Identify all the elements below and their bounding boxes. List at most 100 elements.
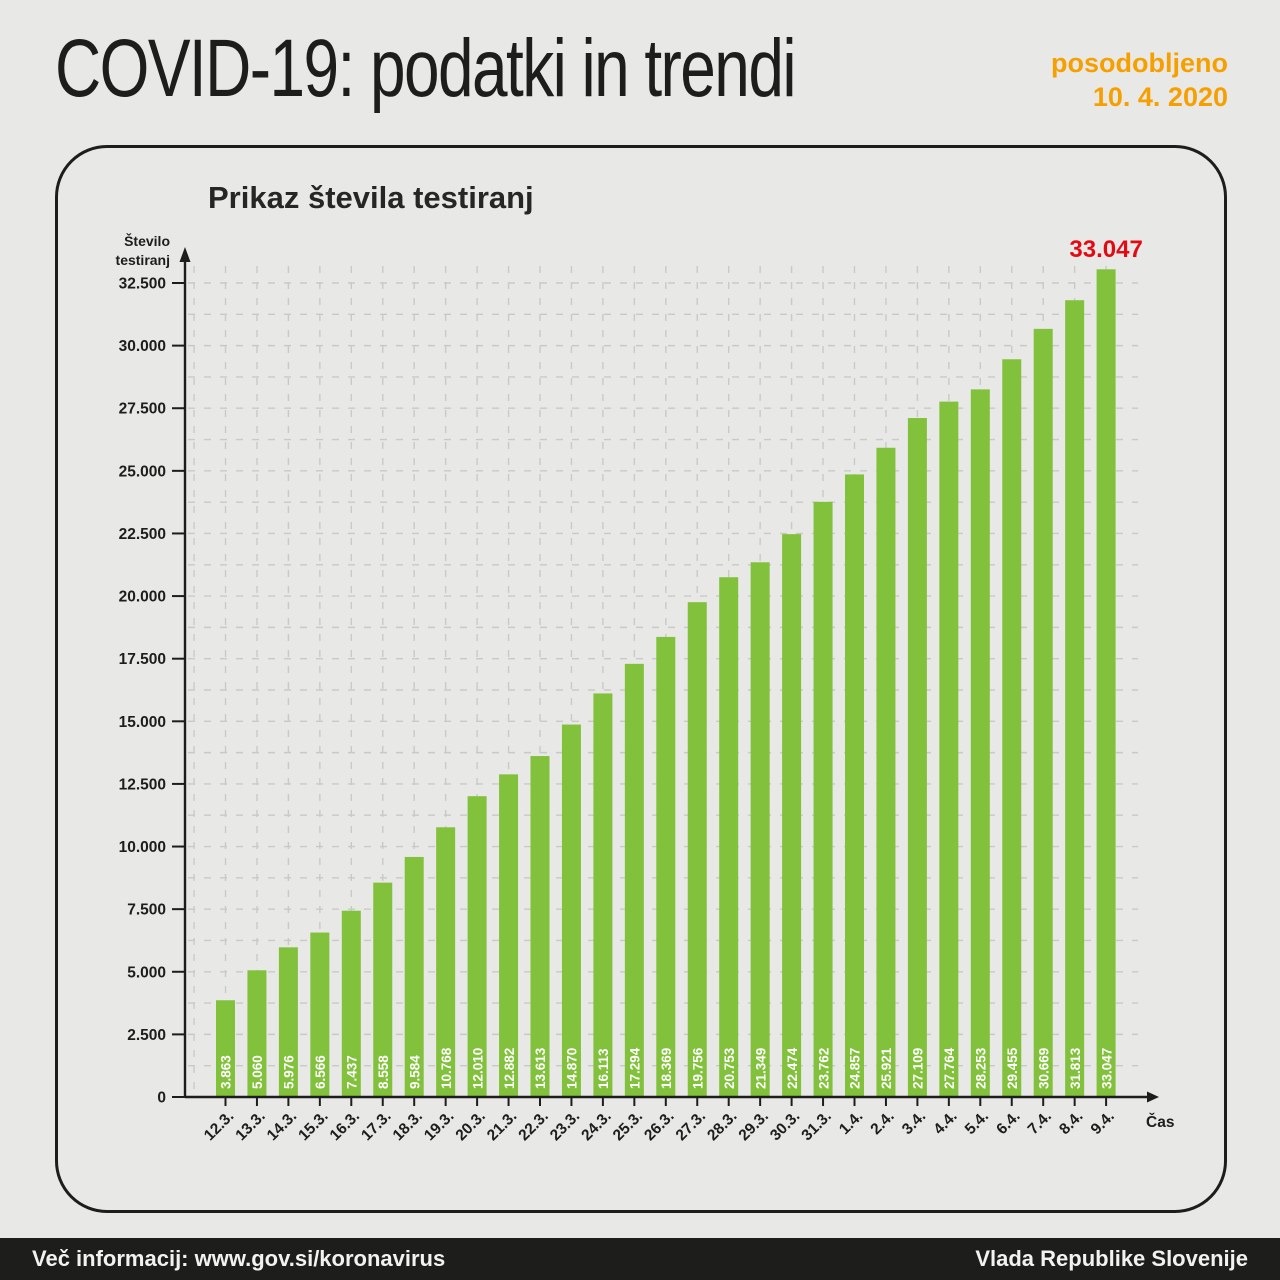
bar-value-label: 3.863 (219, 1055, 234, 1089)
x-tick-label: 12.3. (201, 1108, 237, 1144)
bar-value-label: 10.768 (439, 1047, 454, 1089)
chart-card (55, 145, 1227, 1213)
x-tick-label: 17.3. (358, 1108, 394, 1144)
y-axis-label: testiranj (116, 252, 170, 268)
bar-value-label: 17.294 (628, 1047, 643, 1089)
bar (687, 602, 707, 1097)
bar (1065, 300, 1085, 1098)
x-tick-label: 1.4. (836, 1108, 866, 1138)
x-tick-label: 7.4. (1025, 1108, 1055, 1138)
final-value-label: 33.047 (1069, 236, 1142, 263)
bar (719, 577, 739, 1097)
bar (1002, 359, 1022, 1098)
x-tick-label: 5.4. (962, 1108, 992, 1138)
y-tick-label: 12.500 (119, 776, 166, 793)
bar-value-label: 9.584 (407, 1055, 422, 1089)
x-tick-label: 6.4. (993, 1108, 1023, 1138)
updated-date: 10. 4. 2020 (1092, 82, 1228, 112)
bar (341, 910, 361, 1097)
bar (624, 663, 644, 1097)
x-tick-label: 30.3. (767, 1108, 803, 1144)
bar-value-label: 31.813 (1068, 1047, 1083, 1089)
bar (876, 447, 896, 1097)
x-tick-label: 19.3. (421, 1108, 457, 1144)
chart-title: Prikaz števila testiranj (208, 180, 534, 215)
y-tick-label: 15.000 (119, 714, 166, 731)
y-tick-label: 17.500 (119, 651, 166, 668)
y-axis-arrow (179, 247, 191, 262)
bar-value-label: 23.762 (816, 1048, 831, 1089)
y-tick-label: 5.000 (127, 964, 166, 981)
bar (1096, 269, 1116, 1097)
bar-value-label: 24.857 (848, 1048, 863, 1089)
bar-value-label: 5.060 (250, 1055, 265, 1089)
bar (1033, 328, 1053, 1097)
bar-value-label: 29.455 (1005, 1047, 1020, 1089)
bar (404, 856, 424, 1097)
x-tick-label: 24.3. (578, 1108, 614, 1144)
x-tick-label: 14.3. (264, 1108, 300, 1144)
bar-value-label: 5.976 (282, 1055, 297, 1089)
y-tick-label: 32.500 (119, 276, 166, 293)
bar-value-label: 22.474 (785, 1047, 800, 1089)
updated-label: posodobljeno (1051, 48, 1228, 78)
x-tick-label: 3.4. (899, 1108, 929, 1138)
bar-value-label: 18.369 (659, 1048, 674, 1089)
x-tick-label: 22.3. (515, 1108, 551, 1144)
bar-value-label: 14.870 (565, 1048, 580, 1089)
y-tick-label: 0 (157, 1090, 166, 1107)
footer-bar: Več informacij: www.gov.si/koronavirus V… (0, 1238, 1280, 1280)
x-tick-label: 2.4. (867, 1108, 897, 1138)
x-axis-label: Čas (1146, 1113, 1174, 1131)
bar (247, 970, 267, 1097)
y-tick-label: 2.500 (127, 1027, 166, 1044)
bar-value-label: 7.437 (345, 1055, 360, 1089)
bar (845, 474, 864, 1098)
bar (373, 882, 393, 1097)
bar-value-label: 30.669 (1036, 1048, 1051, 1089)
x-tick-label: 26.3. (641, 1108, 677, 1144)
bar-value-label: 25.921 (879, 1047, 894, 1089)
bar-value-label: 13.613 (533, 1047, 548, 1089)
x-tick-label: 4.4. (930, 1108, 960, 1138)
bar-value-label: 27.109 (911, 1048, 926, 1089)
footer-brand-text: Vlada Republike Slovenije (975, 1246, 1248, 1271)
x-axis-arrow (1147, 1091, 1159, 1103)
x-tick-label: 21.3. (484, 1108, 520, 1144)
x-tick-label: 8.4. (1056, 1108, 1086, 1138)
bar (813, 501, 833, 1098)
y-tick-label: 30.000 (119, 338, 166, 355)
x-tick-label: 28.3. (704, 1108, 740, 1144)
bar-value-label: 19.756 (690, 1047, 705, 1089)
x-tick-label: 18.3. (390, 1108, 426, 1144)
x-tick-label: 9.4. (1088, 1108, 1118, 1138)
y-tick-label: 25.000 (119, 463, 166, 480)
bar (436, 827, 456, 1097)
bar-value-label: 12.010 (470, 1048, 485, 1089)
x-tick-label: 20.3. (453, 1108, 489, 1144)
y-axis-label: Število (124, 232, 170, 249)
y-tick-label: 10.000 (119, 839, 166, 856)
bar-value-label: 28.253 (974, 1047, 989, 1089)
x-tick-label: 25.3. (610, 1108, 646, 1144)
bar-value-label: 27.764 (942, 1047, 957, 1089)
y-tick-label: 7.500 (127, 902, 166, 919)
x-tick-label: 23.3. (547, 1108, 583, 1144)
bar (278, 947, 298, 1097)
bar (782, 534, 802, 1097)
bar-value-label: 16.113 (596, 1048, 611, 1089)
bar-value-label: 20.753 (722, 1047, 737, 1089)
bar-value-label: 12.882 (502, 1048, 517, 1089)
bar (907, 418, 927, 1097)
x-tick-label: 13.3. (232, 1108, 268, 1144)
y-tick-label: 22.500 (119, 526, 166, 543)
bar (593, 693, 613, 1097)
x-tick-label: 27.3. (673, 1108, 709, 1144)
bar-value-label: 6.566 (313, 1055, 328, 1089)
y-tick-label: 20.000 (119, 589, 166, 606)
bar (656, 636, 676, 1097)
bar (561, 724, 581, 1097)
x-tick-label: 15.3. (295, 1108, 331, 1144)
x-tick-label: 31.3. (798, 1108, 834, 1144)
